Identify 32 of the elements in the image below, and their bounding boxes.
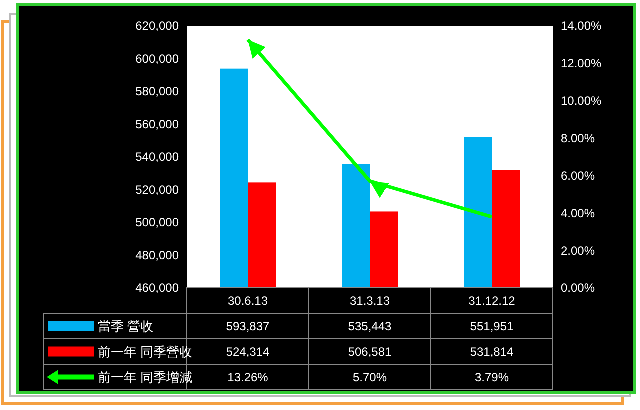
y2-tick-label: 12.00%	[561, 56, 602, 71]
y-tick-label: 600,000	[136, 52, 180, 66]
data-label: 524,314	[226, 344, 270, 359]
data-label: 13.26%	[228, 370, 269, 384]
y2-tick-label: 10.00%	[561, 94, 602, 108]
x-tick-label: 31.3.13	[350, 294, 390, 308]
y-tick-label: 560,000	[136, 117, 180, 132]
y-tick-label: 520,000	[136, 182, 180, 197]
data-label: 531,814	[470, 344, 514, 359]
data-label: 506,581	[348, 344, 392, 359]
y-tick-label: 500,000	[136, 216, 180, 230]
data-label: 3.79%	[474, 370, 510, 384]
y2-tick-label: 6.00%	[561, 168, 596, 183]
y2-tick-label: 4.00%	[561, 206, 596, 220]
legend-label: 前一年 同季增減	[98, 370, 193, 385]
y-tick-label: 460,000	[136, 281, 180, 296]
legend-label: 前一年 同季營收	[98, 344, 193, 360]
y-tick-label: 480,000	[136, 248, 180, 262]
x-tick-label: 31.12.12	[468, 294, 516, 308]
data-label: 5.70%	[352, 370, 388, 384]
data-label: 551,951	[470, 319, 514, 334]
legend-label: 當季 營收	[98, 318, 154, 334]
y2-tick-label: 8.00%	[561, 131, 596, 146]
y2-tick-label: 2.00%	[561, 244, 596, 258]
data-label: 593,837	[226, 319, 270, 334]
y-tick-label: 580,000	[136, 84, 180, 99]
y2-tick-label: 0.00%	[561, 281, 596, 296]
y-tick-label: 620,000	[136, 19, 180, 34]
y2-tick-label: 14.00%	[561, 19, 602, 34]
y-tick-label: 540,000	[136, 150, 180, 164]
data-label: 535,443	[348, 319, 392, 334]
x-tick-label: 30.6.13	[228, 294, 268, 308]
